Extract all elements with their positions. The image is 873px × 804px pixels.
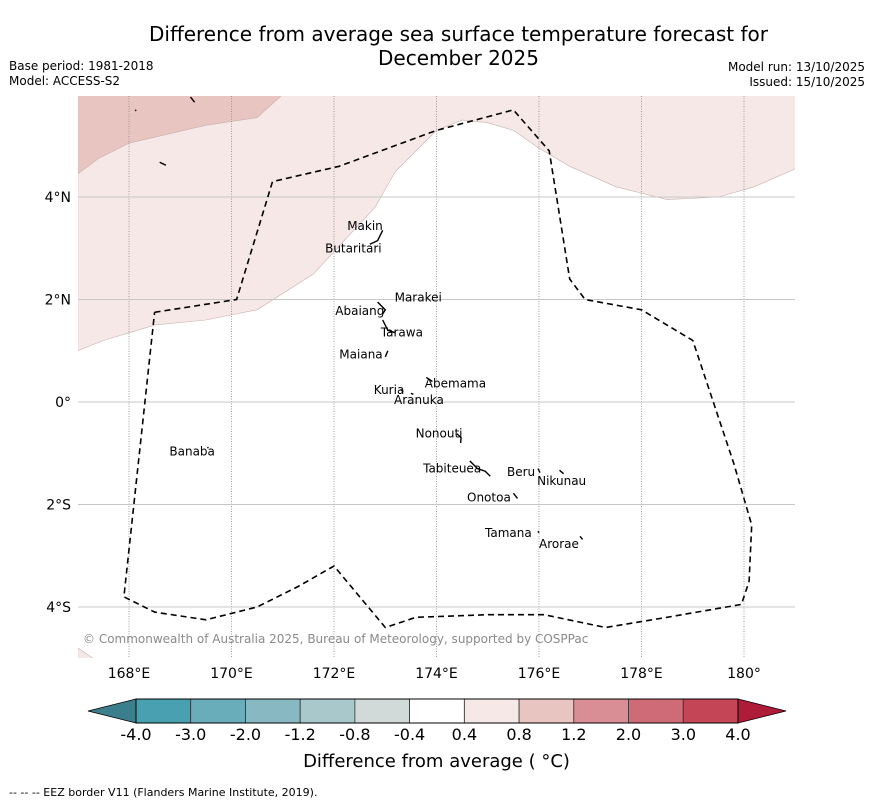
copyright-notice: © Commonwealth of Australia 2025, Bureau… — [83, 632, 589, 646]
colorbar-tick-label: 3.0 — [671, 725, 696, 744]
colorbar-tick-label: 1.2 — [561, 725, 586, 744]
island-label: Tabiteuea — [422, 462, 481, 476]
island-label: Kuria — [374, 383, 405, 397]
island-shape — [159, 161, 167, 166]
colorbar-bin — [518, 698, 575, 724]
map-title-line1: Difference from average sea surface temp… — [148, 22, 768, 46]
colorbar-bin — [682, 698, 739, 724]
island-shape — [189, 96, 196, 103]
colorbar-tick-label: -4.0 — [120, 725, 151, 744]
base-period: Base period: 1981-2018 — [9, 59, 154, 73]
colorbar-tick-label: -2.0 — [230, 725, 261, 744]
island-shape — [377, 301, 387, 315]
island-label: Onotoa — [467, 490, 511, 504]
island-label: Tamana — [484, 526, 532, 540]
colorbar-tick-label: -0.4 — [394, 725, 425, 744]
y-tick-label: 2°N — [45, 293, 71, 309]
y-tick-label: 4°S — [46, 600, 71, 616]
y-tick-label: 0° — [55, 395, 71, 411]
island-shape — [537, 468, 541, 474]
x-tick-label: 168°E — [108, 666, 151, 682]
map-title: Difference from average sea surface temp… — [0, 22, 873, 70]
island-labels: Makin Butaritari Marakei Abaiang Tarawa Maian… — [169, 219, 586, 551]
eez-border — [123, 108, 753, 629]
island-shape — [559, 469, 565, 475]
anomaly-region — [78, 96, 795, 352]
island-shape — [400, 388, 404, 393]
colorbar-outline — [135, 698, 739, 724]
island-shape — [384, 350, 389, 358]
x-tick-label: 176°E — [518, 666, 561, 682]
island-shape — [134, 109, 137, 112]
meta-right: Model run: 13/10/2025 Issued: 15/10/2025 — [728, 60, 865, 90]
colorbar-bin — [628, 698, 684, 724]
island-label: Banaba — [169, 445, 215, 459]
model-run: Model run: 13/10/2025 — [727, 60, 865, 74]
x-tick-label: 174°E — [415, 666, 458, 682]
colorbar-bin — [245, 698, 301, 724]
colorbar-under-arrow — [87, 698, 137, 724]
colorbar-title: Difference from average ( °C) — [303, 751, 570, 772]
x-tick-label: 178°E — [620, 666, 663, 682]
island-label: Beru — [507, 465, 535, 479]
island-shapes — [134, 96, 584, 540]
meta-left: Base period: 1981-2018 Model: ACCESS-S2 — [9, 59, 154, 89]
island-shape — [425, 376, 433, 383]
island-shape — [579, 535, 584, 540]
model-name: Model: ACCESS-S2 — [9, 74, 121, 88]
island-shape — [469, 460, 491, 477]
colorbar-bin — [135, 698, 192, 724]
island-label: Tarawa — [380, 325, 423, 339]
island-label: Nonouti — [416, 426, 463, 440]
y-tick-label: 4°N — [45, 190, 71, 206]
x-tick-label: 180° — [727, 666, 761, 682]
map-title-line2: December 2025 — [378, 46, 539, 70]
island-label: Abaiang — [335, 304, 384, 318]
colorbar-bin — [190, 698, 246, 724]
y-axis: 4°N 2°N 0° 2°S 4°S — [45, 190, 72, 616]
eez-border-line — [123, 108, 753, 629]
x-axis: 168°E 170°E 172°E 174°E 176°E 178°E 180° — [108, 666, 761, 682]
issued-date: Issued: 15/10/2025 — [749, 75, 865, 89]
island-label: Makin — [347, 219, 383, 233]
eez-source-note: -- -- -- EEZ border V11 (Flanders Marine… — [9, 786, 318, 799]
map-plot-area: Makin Butaritari Marakei Abaiang Tarawa Maian… — [78, 96, 795, 658]
island-label: Arorae — [539, 537, 579, 551]
island-label: Marakei — [395, 291, 442, 305]
colorbar-over-arrow — [737, 698, 787, 724]
colorbar-tick-label: 2.0 — [616, 725, 641, 744]
x-tick-label: 172°E — [313, 666, 356, 682]
island-shape — [512, 492, 519, 499]
colorbar-tick-label: -0.8 — [339, 725, 370, 744]
colorbar: -4.0 -3.0 -2.0 -1.2 -0.8 -0.4 0.4 0.8 1.2 2.0 3.0 4… — [87, 698, 787, 744]
island-shape — [369, 229, 384, 245]
colorbar-tick-label: 4.0 — [725, 725, 750, 744]
island-label: Maiana — [339, 347, 382, 361]
colorbar-tick-label: -1.2 — [285, 725, 316, 744]
island-shape — [537, 530, 540, 534]
island-label: Butaritari — [325, 242, 382, 256]
colorbar-tick-label: 0.4 — [452, 725, 477, 744]
anomaly-region — [78, 647, 94, 658]
island-label: Aranuka — [394, 393, 444, 407]
colorbar-bin — [299, 698, 356, 724]
colorbar-bin — [463, 698, 520, 724]
colorbar-bin — [409, 698, 465, 724]
colorbar-bin — [354, 698, 410, 724]
island-shape — [382, 319, 396, 334]
island-label: Nikunau — [537, 474, 586, 488]
colorbar-tick-label: -3.0 — [175, 725, 206, 744]
graticule — [78, 96, 795, 658]
colorbar-bin — [573, 698, 629, 724]
island-shape — [206, 446, 209, 449]
island-shape — [410, 392, 414, 395]
x-tick-label: 170°E — [210, 666, 253, 682]
island-shape — [456, 433, 462, 444]
colorbar-tick-label: 0.8 — [506, 725, 531, 744]
y-tick-label: 2°S — [46, 498, 71, 514]
island-label: Abemama — [425, 377, 486, 391]
